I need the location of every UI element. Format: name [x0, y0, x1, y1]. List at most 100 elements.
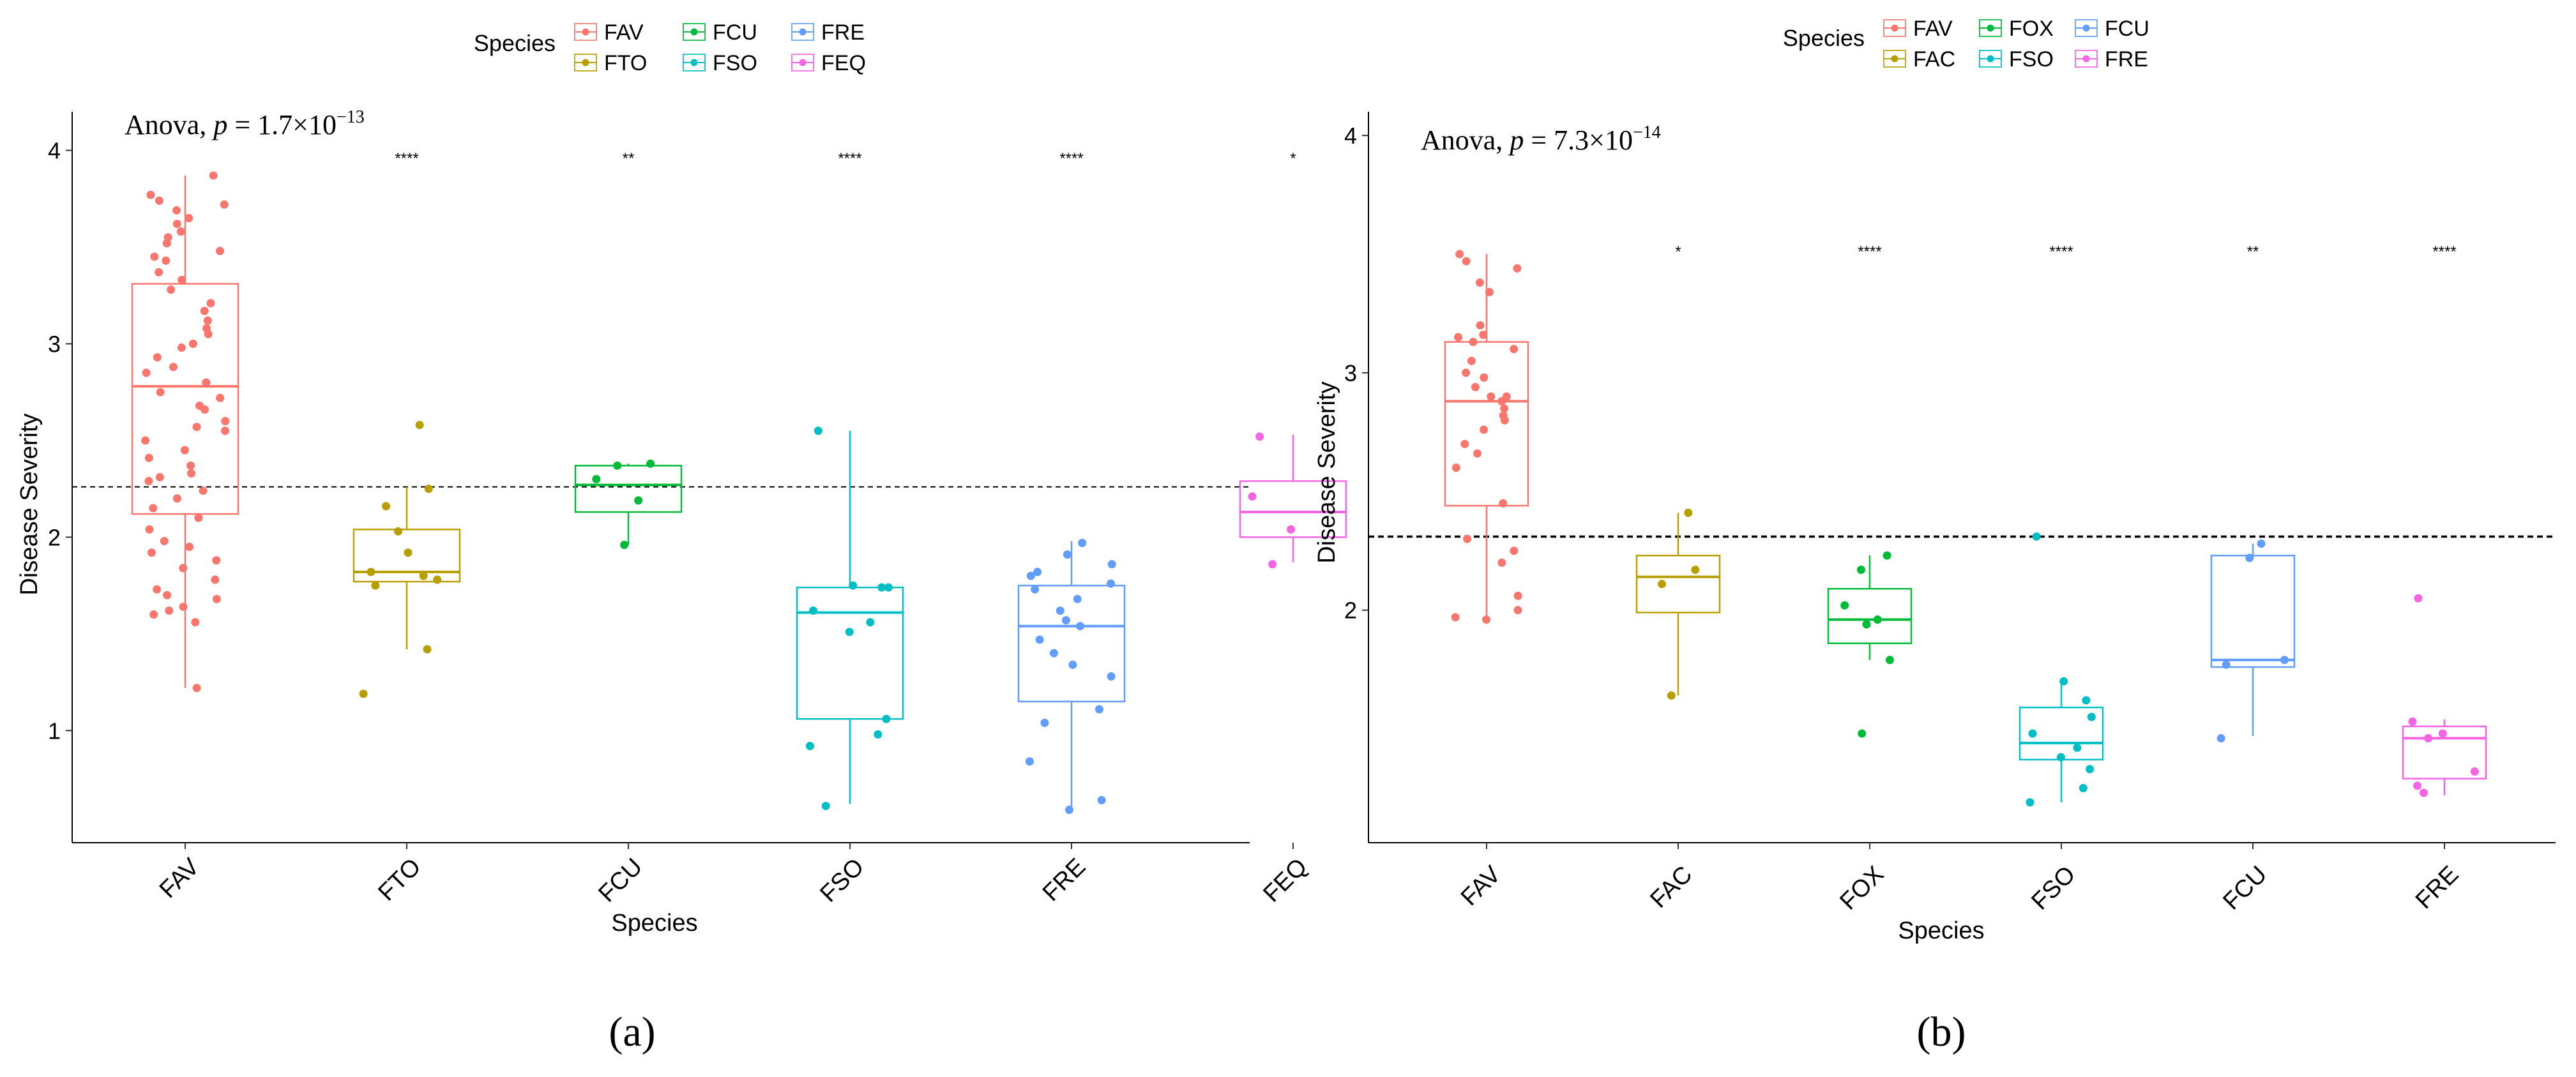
panel-b-fav-point	[1513, 606, 1522, 615]
panel-b-fav-point	[1467, 356, 1476, 365]
panel-a: 1 2 3 4 FAV **** FTO ** FCU **** FSO **** FRE * FEQ Di…	[16, 20, 1347, 1055]
panel-b-fso-point	[2056, 753, 2065, 762]
panel-a-fre-point	[1095, 705, 1103, 714]
panel-b-legend-fre-key-point	[2082, 55, 2090, 63]
panel-a-fre-point	[1040, 718, 1049, 727]
panel-a-fav-point	[203, 316, 212, 325]
panel-b-legend-fac-label: FAC	[1913, 47, 1955, 72]
panel-a-fto-x-tick-label: FTO	[373, 854, 426, 907]
panel-a-legend-fav-label: FAV	[604, 20, 644, 45]
panel-b-fox-point	[1883, 551, 1891, 560]
panel-a-ylabel: Disease Severity	[16, 413, 43, 595]
panel-a-fav-point	[155, 473, 164, 481]
panel-a-fav-point	[221, 426, 230, 435]
panel-a-fre-point	[1107, 672, 1116, 681]
panel-b-fav-point	[1473, 449, 1481, 458]
panel-a-fre-point	[1073, 594, 1082, 603]
panel-b-fav-point	[1451, 463, 1460, 472]
panel-a-fav-point	[178, 276, 186, 285]
panel-a-fcu-x-tick-label: FCU	[593, 854, 648, 908]
panel-b-legend-fav-label: FAV	[1913, 17, 1953, 41]
panel-b-fav-point	[1455, 250, 1464, 259]
panel-b-fso-point	[2028, 729, 2037, 738]
panel-a-legend-fav-key-point	[582, 28, 589, 36]
panel-a-fcu-significance: **	[623, 150, 635, 167]
panel-b-fav-point	[1500, 404, 1509, 413]
panel-a-fav-point	[185, 214, 193, 223]
panel-a-fav-point	[221, 417, 230, 426]
panel-b-fox-significance: ****	[1858, 243, 1881, 260]
panel-b-fav-point	[1471, 382, 1480, 391]
panel-a-legend-fre-label: FRE	[821, 20, 865, 45]
panel-b-legend-fav-key-point	[1891, 24, 1898, 32]
panel-a-fav-point	[192, 423, 201, 432]
panel-b-fre-point	[2438, 729, 2447, 738]
panel-b-fac-point	[1667, 691, 1676, 700]
panel-a-fso-point	[849, 581, 858, 590]
panel-b-fso-point	[2032, 532, 2041, 541]
panel-b-anova-label: Anova, p = 7.3×10−14	[1421, 123, 1661, 156]
panel-a-fav-point	[194, 513, 203, 522]
panel-b-legend-title: Species	[1783, 25, 1865, 51]
panel-a-fav-point	[156, 388, 165, 396]
panel-b-fso-point	[2073, 743, 2082, 752]
panel-b-fso-point	[2059, 677, 2068, 686]
panel-a-anova-label: Anova, p = 1.7×10−13	[125, 107, 365, 140]
panel-a-fav-point	[177, 343, 186, 352]
panel-a-feq-point	[1255, 432, 1264, 441]
panel-b-fav-point	[1460, 439, 1469, 448]
panel-a-fso-point	[882, 714, 891, 723]
panel-a-fso-point	[809, 606, 818, 615]
panel-a-fav-point	[172, 206, 181, 215]
panel-b-fcu-point	[2222, 660, 2231, 669]
panel-a-fav-point	[144, 477, 153, 486]
panel-b-fav-point	[1454, 333, 1463, 342]
panel-b-xlabel: Species	[1898, 917, 1984, 944]
panel-a-fre-point	[1107, 560, 1116, 569]
panel-a-fre-point	[1063, 550, 1072, 559]
panel-a-fav-point	[199, 486, 208, 495]
panel-b-fav-point	[1485, 288, 1494, 297]
panel-b-fre-point	[2408, 717, 2417, 726]
panel-a-fso-x-tick-label: FSO	[815, 854, 869, 908]
panel-a-fav-point	[216, 393, 225, 402]
panel-a-fto-significance: ****	[395, 150, 418, 167]
panel-a-fav-point	[163, 591, 172, 599]
panel-b-fav-point	[1469, 338, 1478, 347]
panel-a-fav-box	[131, 283, 239, 515]
panel-a-fto-point	[359, 689, 368, 698]
panel-b-fcu-x-tick-label: FCU	[2218, 861, 2272, 915]
panel-a-y-tick-label: 4	[48, 138, 61, 164]
panel-b-legend-fso-key-point	[1987, 55, 1994, 63]
panel-a-fre-point	[1064, 806, 1073, 815]
panel-a-fcu-point	[613, 461, 622, 470]
panel-a-y-tick-label: 1	[48, 718, 61, 744]
panel-a-fav-point	[192, 684, 201, 693]
panel-a-fso-significance: ****	[838, 150, 861, 167]
panel-a-fav-point	[200, 306, 209, 315]
panel-b-legend-fox-key-point	[1987, 24, 1994, 32]
panel-b-fcu-point	[2280, 656, 2289, 665]
panel-a-marks: 1 2 3 4 FAV **** FTO ** FCU **** FSO **** FRE * FEQ	[48, 112, 1347, 908]
panel-a-fto-point	[382, 502, 391, 511]
panel-b-fso-point	[2079, 783, 2087, 792]
panel-b-fav-point	[1480, 373, 1489, 382]
panel-b-legend-fac-key-point	[1891, 55, 1898, 63]
panel-a-fav-point	[188, 339, 197, 348]
panel-a-fav-point	[204, 329, 213, 338]
panel-b-fcu-point	[2216, 734, 2225, 742]
panel-a-fav-point	[146, 190, 155, 199]
panel-a-fto-point	[393, 527, 402, 536]
panel-a-fav-point	[176, 227, 185, 236]
panel-a-legend: Species FAV FCU FRE FTO FSO FEQ	[474, 20, 866, 75]
panel-a-fso-point	[814, 426, 822, 435]
panel-b: 2 3 4 FAV * FAC **** FOX **** FSO ** FCU **** FRE Dis…	[1314, 17, 2556, 1055]
panel-a-fav-point	[195, 401, 204, 410]
panel-a-fre-point	[1068, 660, 1077, 669]
panel-a-fav-point	[142, 368, 151, 377]
panel-b-ylabel: Disease Severity	[1314, 381, 1340, 563]
panel-b-fav-point	[1499, 499, 1508, 508]
panel-b-fav-point	[1482, 615, 1491, 624]
panel-a-fav-point	[172, 220, 181, 229]
